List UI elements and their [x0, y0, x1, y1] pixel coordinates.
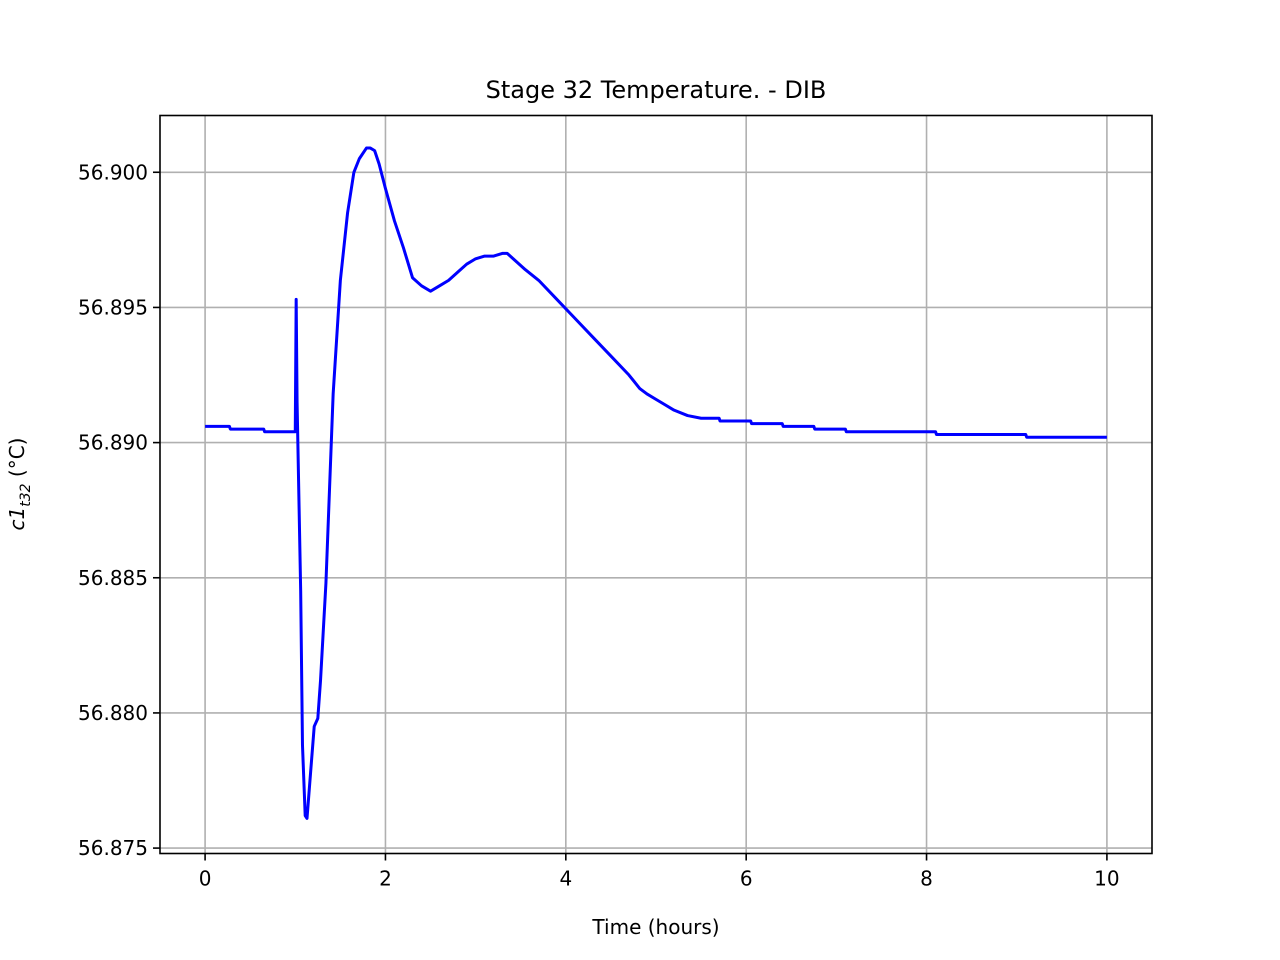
plot-frame: [159, 114, 1153, 855]
y-axis-label-base: c1: [5, 507, 29, 531]
x-tick-label: 8: [920, 867, 933, 891]
y-axis-label-subscript: t32: [18, 483, 34, 506]
chart-title: Stage 32 Temperature. - DIB: [486, 76, 827, 104]
y-tick-label: 56.890: [78, 431, 148, 455]
y-tick-label: 56.875: [78, 836, 148, 860]
y-tick-label: 56.895: [78, 295, 148, 319]
series-layer: [205, 146, 1107, 820]
x-tick-label: 0: [199, 867, 212, 891]
tick-layer: 0 2 4 6 8 10 56.875 56.880 56.885 56.890 56.895 56.…: [78, 160, 1120, 890]
x-tick-label: 10: [1094, 867, 1119, 891]
y-tick-label: 56.900: [78, 160, 148, 184]
x-tick-label: 6: [740, 867, 753, 891]
grid-layer: [160, 115, 1152, 854]
x-tick-label: 2: [379, 867, 392, 891]
x-axis-label: Time (hours): [591, 915, 719, 939]
y-axis-label: c1t32 (°C): [5, 438, 34, 531]
x-tick-label: 4: [559, 867, 572, 891]
y-tick-label: 56.880: [78, 701, 148, 725]
series-line: [205, 146, 1107, 820]
y-tick-label: 56.885: [78, 566, 148, 590]
y-axis-label-suffix: (°C): [5, 438, 29, 484]
